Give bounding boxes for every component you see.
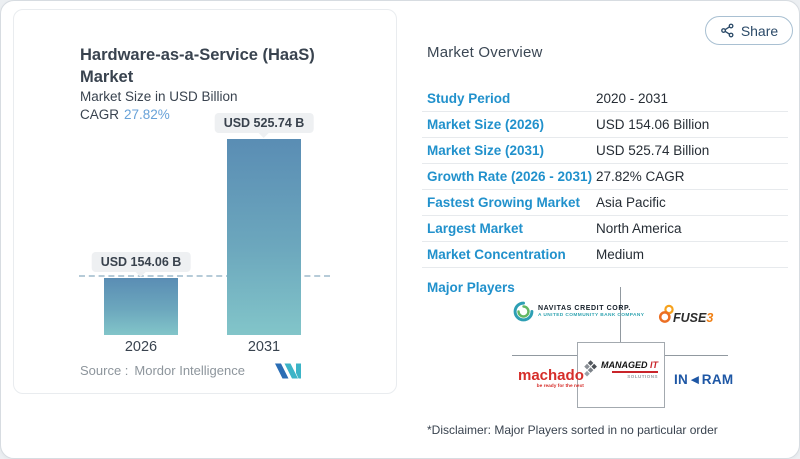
- fuse3-name: FUSE3: [673, 311, 713, 325]
- fuse3-rings-icon: [658, 304, 674, 323]
- machado-name: machado: [518, 367, 584, 384]
- row-label: Market Concentration: [427, 247, 566, 262]
- logo-fuse3: FUSE3: [658, 303, 713, 325]
- row-value: USD 525.74 Billion: [596, 143, 710, 158]
- value-label-2031: USD 525.74 B: [214, 113, 314, 138]
- fuse3-name-main: FUSE: [673, 311, 707, 325]
- row-label: Largest Market: [427, 221, 524, 236]
- managed-it-rule: [612, 371, 658, 373]
- table-row: Fastest Growing Market Asia Pacific: [422, 190, 788, 216]
- row-value: 2020 - 2031: [596, 91, 669, 106]
- reference-dashed-line: [79, 275, 330, 277]
- row-label: Fastest Growing Market: [427, 195, 581, 210]
- row-value: USD 154.06 Billion: [596, 117, 710, 132]
- managed-it-name: MANAGED IT: [601, 360, 658, 370]
- machado-tagline: be ready for the next: [536, 384, 584, 389]
- bar-2031: [227, 139, 301, 335]
- row-label: Study Period: [427, 91, 511, 106]
- chart-card: [13, 9, 397, 394]
- share-icon: [720, 23, 734, 38]
- players-disclaimer: *Disclaimer: Major Players sorted in no …: [427, 423, 718, 437]
- cagr-line: CAGR 27.82%: [80, 107, 170, 122]
- row-value: 27.82% CAGR: [596, 169, 685, 184]
- navitas-tagline: A UNITED COMMUNITY BANK COMPANY: [538, 313, 645, 319]
- mordor-intelligence-logo-icon: [275, 363, 301, 379]
- table-row: Study Period 2020 - 2031: [422, 86, 788, 112]
- managed-it-tagline: SOLUTIONS: [627, 373, 658, 379]
- players-center-box: [577, 342, 665, 408]
- table-row: Growth Rate (2026 - 2031) 27.82% CAGR: [422, 164, 788, 190]
- share-button[interactable]: Share: [705, 16, 793, 45]
- players-connector-vertical: [620, 287, 621, 342]
- source-row: Source : Mordor Intelligence: [80, 363, 245, 378]
- row-value: Asia Pacific: [596, 195, 666, 210]
- table-row: Market Size (2031) USD 525.74 Billion: [422, 138, 788, 164]
- overview-heading: Market Overview: [427, 44, 543, 61]
- ingram-name-right: RAM: [701, 372, 734, 387]
- table-row: Market Concentration Medium: [422, 242, 788, 268]
- row-label: Market Size (2031): [427, 143, 545, 158]
- ingram-g-glyph: ◄: [688, 372, 702, 387]
- row-label: Growth Rate (2026 - 2031): [427, 169, 593, 184]
- chart-title-line2: Market: [80, 68, 134, 86]
- x-axis-label-2031: 2031: [247, 339, 281, 355]
- table-row: Market Size (2026) USD 154.06 Billion: [422, 112, 788, 138]
- logo-machado: machado be ready for the next: [518, 368, 584, 389]
- source-label: Source :: [80, 363, 129, 378]
- navitas-swirl-icon: [513, 301, 534, 322]
- chart-title-line1: Hardware-as-a-Service (HaaS): [80, 46, 315, 64]
- ingram-name: IN◄RAM: [674, 372, 733, 387]
- overview-table: Study Period 2020 - 2031 Market Size (20…: [422, 86, 788, 268]
- chart-subtitle: Market Size in USD Billion: [80, 89, 238, 104]
- logo-navitas-credit-corp: NAVITAS CREDIT CORP. A UNITED COMMUNITY …: [513, 301, 644, 322]
- chart-title: Hardware-as-a-Service (HaaS) Market: [80, 44, 315, 88]
- major-players-label: Major Players: [427, 280, 515, 295]
- row-label: Market Size (2026): [427, 117, 545, 132]
- logo-managed-it: MANAGED IT SOLUTIONS: [583, 360, 658, 379]
- value-label-2026: USD 154.06 B: [91, 252, 191, 277]
- ingram-name-left: IN: [674, 372, 689, 387]
- row-value: Medium: [596, 247, 645, 262]
- source-value: Mordor Intelligence: [134, 363, 245, 378]
- row-value: North America: [596, 221, 682, 236]
- fuse3-name-suffix: 3: [706, 311, 714, 325]
- table-row: Largest Market North America: [422, 216, 788, 242]
- cagr-value: 27.82%: [124, 107, 170, 122]
- bar-2026: [104, 278, 178, 335]
- managed-it-name-accent: IT: [650, 360, 658, 370]
- navitas-name: NAVITAS CREDIT CORP.: [538, 304, 631, 312]
- share-button-label: Share: [740, 22, 779, 39]
- managed-it-cubes-icon: [584, 360, 597, 377]
- cagr-label: CAGR: [80, 107, 120, 122]
- x-axis-label-2026: 2026: [124, 339, 158, 355]
- logo-ingram: IN◄RAM: [674, 372, 733, 387]
- managed-it-name-main: MANAGED: [601, 360, 650, 370]
